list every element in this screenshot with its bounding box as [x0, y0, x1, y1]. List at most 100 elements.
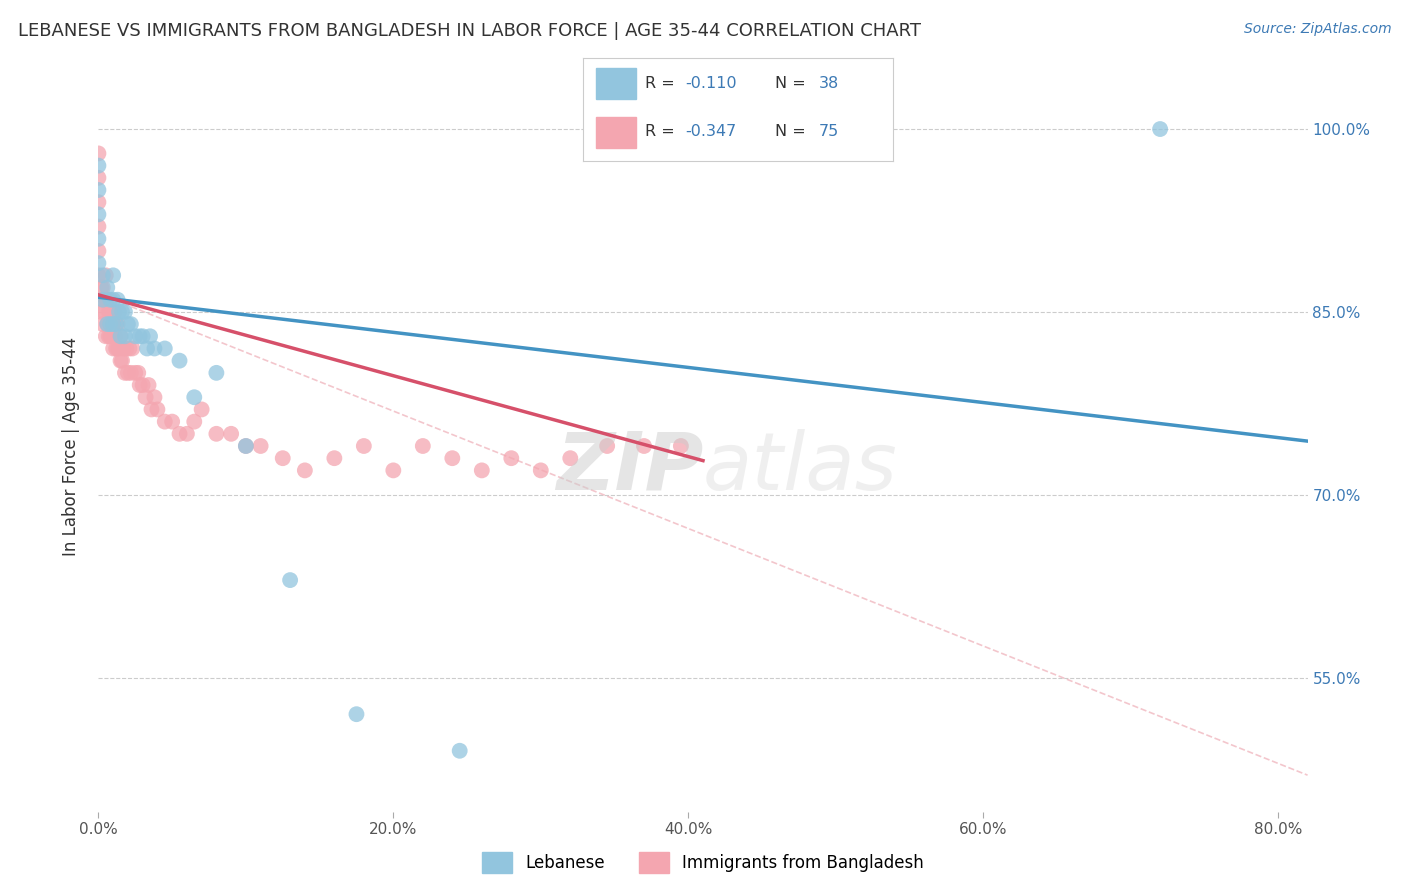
Point — [169, 353, 191, 368]
Point — [120, 366, 142, 380]
Text: 75: 75 — [818, 124, 839, 139]
Point — [97, 329, 120, 343]
Point — [87, 256, 110, 270]
Point — [136, 342, 159, 356]
Point — [87, 146, 110, 161]
Point — [135, 390, 157, 404]
Point — [94, 293, 117, 307]
Point — [101, 268, 124, 283]
Text: R =: R = — [645, 76, 681, 91]
Point — [111, 353, 134, 368]
Point — [98, 293, 121, 307]
Point — [115, 342, 138, 356]
Point — [91, 268, 114, 283]
Text: Source: ZipAtlas.com: Source: ZipAtlas.com — [1244, 22, 1392, 37]
Point — [105, 342, 128, 356]
Point — [107, 317, 129, 331]
Point — [87, 293, 110, 307]
Point — [90, 280, 112, 294]
Text: -0.347: -0.347 — [686, 124, 737, 139]
Point — [87, 219, 110, 234]
Point — [294, 463, 316, 477]
Text: R =: R = — [645, 124, 681, 139]
Point — [104, 305, 127, 319]
Bar — [596, 69, 636, 99]
Point — [112, 342, 135, 356]
Point — [108, 342, 131, 356]
Text: N =: N = — [775, 124, 811, 139]
Point — [141, 402, 163, 417]
Point — [97, 305, 120, 319]
Point — [98, 305, 121, 319]
Point — [183, 390, 205, 404]
Point — [153, 415, 176, 429]
Point — [153, 342, 176, 356]
Point — [96, 317, 118, 331]
Point — [138, 378, 160, 392]
Point — [121, 342, 143, 356]
Point — [441, 451, 464, 466]
Point — [346, 707, 368, 722]
Point — [87, 207, 110, 221]
Point — [1149, 122, 1171, 136]
Point — [101, 317, 124, 331]
Point — [87, 244, 110, 258]
Point — [560, 451, 582, 466]
Point — [107, 342, 129, 356]
Point — [91, 317, 114, 331]
Point — [633, 439, 655, 453]
Text: -0.110: -0.110 — [686, 76, 737, 91]
Point — [114, 366, 136, 380]
Point — [596, 439, 619, 453]
Point — [190, 402, 212, 417]
Legend: Lebanese, Immigrants from Bangladesh: Lebanese, Immigrants from Bangladesh — [475, 846, 931, 880]
Point — [131, 378, 153, 392]
Point — [87, 183, 110, 197]
Point — [124, 366, 146, 380]
Point — [449, 744, 471, 758]
Point — [108, 305, 131, 319]
Point — [271, 451, 294, 466]
Point — [412, 439, 434, 453]
Point — [471, 463, 494, 477]
Point — [131, 329, 153, 343]
Point — [353, 439, 375, 453]
Point — [114, 305, 136, 319]
Text: atlas: atlas — [703, 429, 898, 507]
Point — [98, 329, 121, 343]
Point — [101, 293, 124, 307]
Point — [143, 390, 166, 404]
Text: LEBANESE VS IMMIGRANTS FROM BANGLADESH IN LABOR FORCE | AGE 35-44 CORRELATION CH: LEBANESE VS IMMIGRANTS FROM BANGLADESH I… — [18, 22, 921, 40]
Point — [323, 451, 346, 466]
Point — [128, 378, 150, 392]
Point — [160, 415, 183, 429]
Point — [101, 317, 124, 331]
Point — [104, 329, 127, 343]
Point — [105, 317, 128, 331]
Point — [235, 439, 257, 453]
Point — [169, 426, 191, 441]
Point — [96, 280, 118, 294]
Point — [94, 268, 117, 283]
Point — [87, 159, 110, 173]
Point — [501, 451, 523, 466]
Point — [91, 293, 114, 307]
Point — [118, 342, 141, 356]
Point — [94, 329, 117, 343]
Point — [120, 317, 142, 331]
Point — [183, 415, 205, 429]
Point — [146, 402, 169, 417]
Point — [235, 439, 257, 453]
Text: 38: 38 — [818, 76, 839, 91]
Point — [98, 317, 121, 331]
Point — [105, 317, 128, 331]
Point — [278, 573, 301, 587]
Point — [110, 329, 132, 343]
Point — [87, 268, 110, 283]
Point — [100, 305, 122, 319]
Point — [107, 293, 129, 307]
Point — [205, 366, 228, 380]
Point — [124, 329, 146, 343]
Point — [139, 329, 162, 343]
Y-axis label: In Labor Force | Age 35-44: In Labor Force | Age 35-44 — [62, 336, 80, 556]
